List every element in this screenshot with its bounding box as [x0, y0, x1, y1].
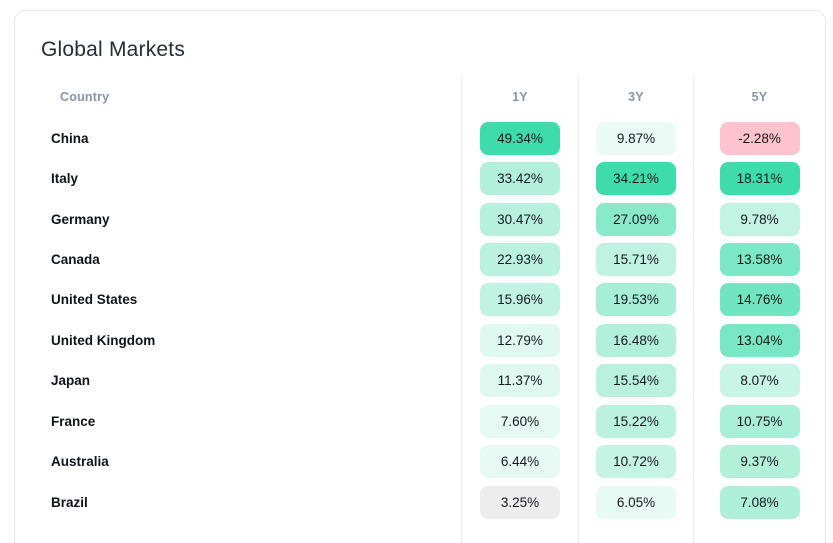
return-badge: 18.31%	[719, 162, 800, 196]
return-badge: 33.42%	[480, 162, 560, 196]
period-cell-5y: 14.76%	[693, 279, 825, 321]
country-label: Germany	[51, 211, 110, 227]
return-badge: 30.47%	[480, 202, 560, 236]
period-cell-5y: 9.37%	[693, 441, 825, 482]
period-cell-1y: 3.25%	[461, 481, 578, 523]
return-badge: 8.07%	[719, 364, 800, 398]
period-column-header-1y: 1Y	[461, 76, 578, 118]
table-row[interactable]: China 49.34% 9.87% -2.28%	[15, 118, 825, 159]
return-badge: 15.71%	[596, 243, 676, 277]
period-column-header-5y: 5Y	[693, 76, 825, 118]
period-cell-1y: 49.34%	[461, 118, 578, 159]
return-badge: 13.04%	[719, 323, 800, 357]
period-cell-5y: 13.58%	[693, 239, 825, 280]
period-cell-1y: 11.37%	[461, 360, 578, 402]
country-label: Brazil	[51, 494, 88, 510]
country-label: China	[51, 130, 89, 146]
period-cell-3y: 15.71%	[578, 239, 693, 280]
return-badge: 22.93%	[480, 243, 560, 277]
period-cell-1y: 7.60%	[461, 401, 578, 442]
country-label: United States	[51, 292, 138, 308]
country-label: France	[51, 413, 96, 429]
period-cell-5y: 7.08%	[693, 481, 825, 523]
table-row[interactable]: Germany 30.47% 27.09% 9.78%	[15, 198, 825, 240]
period-cell-5y: 10.75%	[693, 401, 825, 442]
table-row[interactable]: Canada 22.93% 15.71% 13.58%	[15, 239, 825, 280]
return-badge: 6.05%	[596, 485, 676, 519]
period-cell-5y: 13.04%	[693, 320, 825, 361]
return-badge: 7.08%	[719, 485, 800, 519]
market-table-body: China 49.34% 9.87% -2.28% Italy 33.42% 34.21% 1…	[15, 118, 825, 523]
period-cell-5y: 18.31%	[693, 158, 825, 199]
return-badge: 49.34%	[480, 121, 560, 155]
table-row[interactable]: United States 15.96% 19.53% 14.76%	[15, 279, 825, 321]
return-badge: 10.72%	[596, 445, 676, 479]
table-row[interactable]: France 7.60% 15.22% 10.75%	[15, 401, 825, 442]
period-cell-1y: 15.96%	[461, 279, 578, 321]
return-badge: 34.21%	[596, 162, 676, 196]
period-cell-3y: 27.09%	[578, 198, 693, 240]
return-badge: -2.28%	[719, 121, 800, 155]
country-label: Japan	[51, 373, 91, 389]
period-cell-3y: 10.72%	[578, 441, 693, 482]
return-badge: 27.09%	[596, 202, 676, 236]
return-badge: 13.58%	[719, 243, 800, 277]
period-cell-1y: 30.47%	[461, 198, 578, 240]
global-markets-card: Global Markets Country 1Y 3Y 5Y China 49.…	[14, 10, 826, 543]
table-row[interactable]: Italy 33.42% 34.21% 18.31%	[15, 158, 825, 199]
return-badge: 15.96%	[480, 283, 560, 317]
period-cell-1y: 22.93%	[461, 239, 578, 280]
period-cell-3y: 15.22%	[578, 401, 693, 442]
return-badge: 9.37%	[719, 445, 800, 479]
return-badge: 11.37%	[480, 364, 560, 398]
return-badge: 3.25%	[480, 485, 560, 519]
period-cell-3y: 34.21%	[578, 158, 693, 199]
period-cell-3y: 9.87%	[578, 118, 693, 159]
return-badge: 6.44%	[480, 445, 560, 479]
period-cell-3y: 19.53%	[578, 279, 693, 321]
return-badge: 14.76%	[719, 283, 800, 317]
period-cell-3y: 16.48%	[578, 320, 693, 361]
return-badge: 9.78%	[719, 202, 800, 236]
return-badge: 10.75%	[719, 404, 800, 438]
period-cell-3y: 6.05%	[578, 481, 693, 523]
return-badge: 15.22%	[596, 404, 676, 438]
return-badge: 9.87%	[596, 121, 676, 155]
period-cell-1y: 33.42%	[461, 158, 578, 199]
period-cell-5y: 9.78%	[693, 198, 825, 240]
table-header-row: Country 1Y 3Y 5Y	[15, 76, 825, 118]
country-column-header: Country	[60, 90, 110, 104]
return-badge: 16.48%	[596, 323, 676, 357]
market-returns-table: Country 1Y 3Y 5Y China 49.34% 9.87% -2.28% I…	[15, 76, 825, 543]
table-row[interactable]: Australia 6.44% 10.72% 9.37%	[15, 441, 825, 482]
return-badge: 19.53%	[596, 283, 676, 317]
country-label: Canada	[51, 252, 100, 268]
period-cell-5y: 8.07%	[693, 360, 825, 402]
period-cell-1y: 12.79%	[461, 320, 578, 361]
country-label: United Kingdom	[51, 332, 156, 348]
return-badge: 12.79%	[480, 323, 560, 357]
period-cell-5y: -2.28%	[693, 118, 825, 159]
period-cell-1y: 6.44%	[461, 441, 578, 482]
return-badge: 7.60%	[480, 404, 560, 438]
table-row[interactable]: Japan 11.37% 15.54% 8.07%	[15, 360, 825, 402]
table-row[interactable]: United Kingdom 12.79% 16.48% 13.04%	[15, 320, 825, 361]
period-cell-3y: 15.54%	[578, 360, 693, 402]
return-badge: 15.54%	[596, 364, 676, 398]
period-column-header-3y: 3Y	[578, 76, 693, 118]
table-row[interactable]: Brazil 3.25% 6.05% 7.08%	[15, 481, 825, 523]
card-title: Global Markets	[41, 38, 186, 61]
country-label: Italy	[51, 171, 79, 187]
country-label: Australia	[51, 454, 109, 470]
table-footer-spacer	[15, 522, 825, 543]
